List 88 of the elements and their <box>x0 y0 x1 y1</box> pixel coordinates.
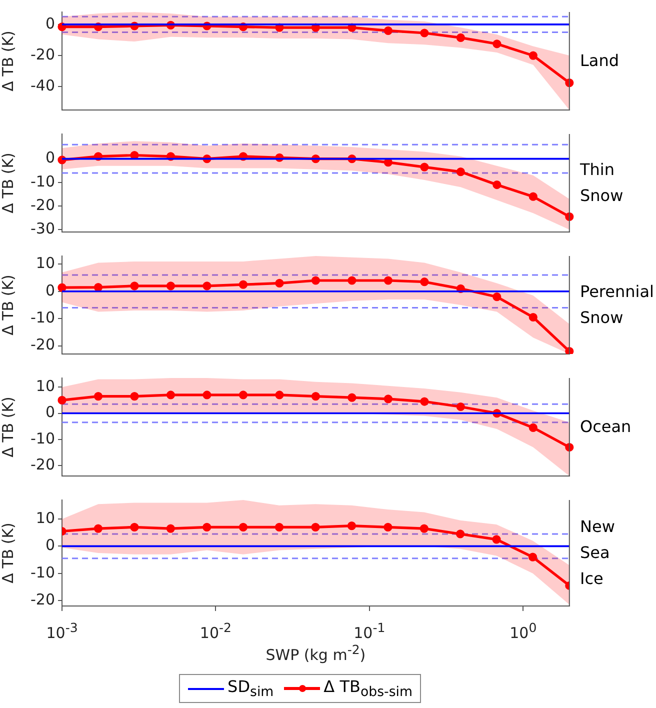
point <box>492 180 502 190</box>
y-tick-label: -20 <box>30 590 55 608</box>
point <box>528 312 538 322</box>
point <box>58 396 66 405</box>
y-tick-label: -10 <box>30 172 55 190</box>
y-tick-label: -10 <box>30 563 55 582</box>
point <box>492 292 502 302</box>
y-tick-label: 0 <box>45 281 55 300</box>
x-tick-label: 10$^{-2}$ <box>200 620 232 642</box>
y-tick-label: 0 <box>45 536 55 554</box>
point <box>528 192 538 201</box>
point <box>456 33 465 42</box>
text: Ocean <box>580 416 632 438</box>
y-tick-label: 10 <box>36 254 55 272</box>
point <box>238 390 248 400</box>
point <box>384 394 392 404</box>
point <box>420 397 429 406</box>
point <box>565 442 574 452</box>
point <box>528 552 538 562</box>
point <box>384 26 392 35</box>
y-tick-label: -20 <box>30 336 55 354</box>
legend-label: SD$_{sim}$ <box>228 677 274 700</box>
y-axis-title: Δ TB (K) <box>0 396 17 458</box>
point <box>420 524 428 533</box>
y-tick-label: 0 <box>45 14 55 32</box>
point <box>348 393 356 402</box>
y-tick-label: -10 <box>30 429 55 448</box>
y-tick-label: -20 <box>30 455 55 474</box>
y-axis-title: Δ TB (K) <box>0 274 17 336</box>
point <box>565 346 574 354</box>
point <box>565 78 574 88</box>
y-tick-label: -20 <box>30 196 55 214</box>
point <box>130 392 139 401</box>
point <box>384 276 392 285</box>
point <box>456 167 465 176</box>
point <box>238 280 248 289</box>
y-tick-label: 10 <box>36 377 55 396</box>
y-tick-label: -40 <box>30 76 55 95</box>
x-tick-label: 10$^{0}$ <box>510 620 537 642</box>
point <box>384 522 392 532</box>
point <box>166 524 175 533</box>
point <box>528 51 538 60</box>
point <box>130 282 139 290</box>
text: New Sea Ice <box>580 516 615 590</box>
point <box>202 282 212 290</box>
point <box>528 423 538 432</box>
point <box>274 522 284 532</box>
point <box>420 28 429 38</box>
x-tick-label: 10$^{-1}$ <box>354 620 386 642</box>
text: Thin Snow <box>580 159 624 207</box>
point <box>348 276 356 285</box>
point <box>456 530 465 538</box>
point <box>275 278 284 288</box>
point <box>94 524 103 533</box>
point <box>166 282 176 290</box>
text: Land <box>580 50 620 72</box>
y-tick-label: 10 <box>36 508 55 527</box>
y-tick-label: -30 <box>30 220 55 238</box>
point <box>311 276 320 285</box>
legend-label: Δ TB$_{obs-sim}$ <box>324 677 412 700</box>
y-tick-label: -10 <box>30 308 55 326</box>
point <box>202 522 212 532</box>
point <box>238 522 248 532</box>
point <box>311 392 320 401</box>
point <box>492 40 502 48</box>
text: Perennial Snow <box>580 281 654 329</box>
point <box>130 522 139 532</box>
point <box>202 390 212 400</box>
point <box>166 390 176 400</box>
y-tick-label: 0 <box>45 403 55 422</box>
point <box>311 522 320 532</box>
point <box>420 278 429 286</box>
point <box>94 392 103 401</box>
y-axis-title: Δ TB (K) <box>0 30 17 92</box>
point <box>347 522 356 530</box>
point <box>565 212 574 221</box>
y-tick-label: -20 <box>30 45 55 64</box>
point <box>58 283 66 292</box>
point <box>275 390 284 400</box>
point <box>492 535 501 544</box>
point <box>58 22 66 32</box>
x-tick-label: 10$^{-3}$ <box>46 620 78 642</box>
y-axis-title: Δ TB (K) <box>0 152 17 214</box>
y-axis-title: Δ TB (K) <box>0 522 17 584</box>
point <box>420 162 429 172</box>
point <box>456 402 465 412</box>
y-tick-label: 0 <box>45 148 55 167</box>
x-axis-title: SWP (kg m$^{-2}$) <box>266 642 366 664</box>
